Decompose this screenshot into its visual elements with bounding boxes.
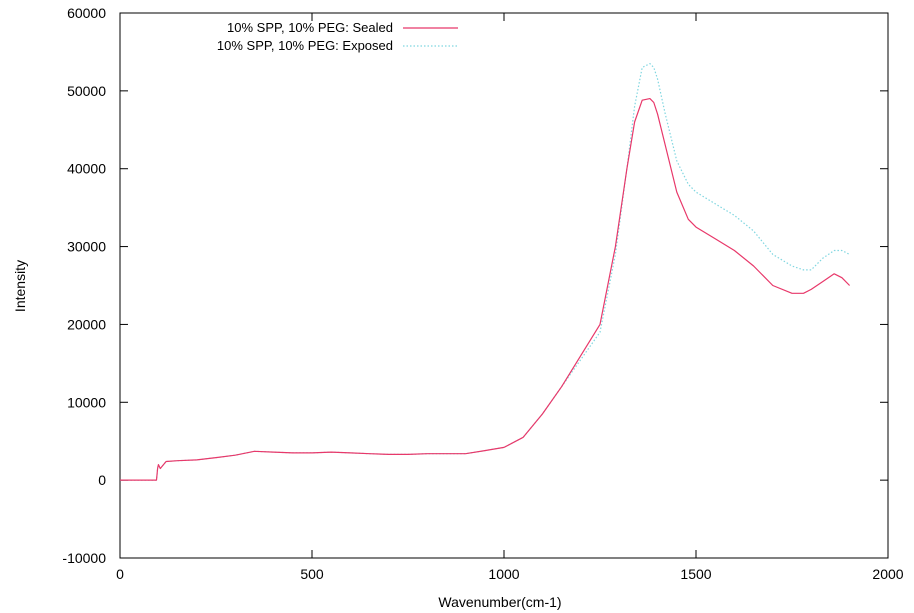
legend-label-sealed: 10% SPP, 10% PEG: Sealed (227, 20, 393, 35)
series-line-exposed (120, 62, 850, 481)
y-tick-label: 40000 (67, 161, 106, 177)
x-tick-label: 0 (116, 566, 124, 582)
y-tick-label: 30000 (67, 239, 106, 255)
y-tick-label: 20000 (67, 316, 106, 332)
x-tick-label: 1500 (680, 566, 711, 582)
x-tick-label: 2000 (872, 566, 903, 582)
series-lines (120, 62, 851, 481)
y-tick-label: 0 (98, 472, 106, 488)
legend: 10% SPP, 10% PEG: Sealed 10% SPP, 10% PE… (217, 20, 458, 53)
y-axis-title: Intensity (12, 260, 28, 312)
x-tick-label: 1000 (488, 566, 519, 582)
x-axis-title: Wavenumber(cm-1) (438, 594, 561, 610)
tick-labels: 0 500 1000 1500 2000 -10000 0 10000 20000 30000 40… (62, 5, 903, 582)
y-tick-label: -10000 (62, 550, 106, 566)
y-tick-label: 10000 (67, 394, 106, 410)
legend-label-exposed: 10% SPP, 10% PEG: Exposed (217, 38, 393, 53)
y-tick-label: 50000 (67, 83, 106, 99)
y-tick-label: 60000 (67, 5, 106, 21)
x-tick-label: 500 (300, 566, 324, 582)
series-line-sealed (120, 97, 851, 481)
